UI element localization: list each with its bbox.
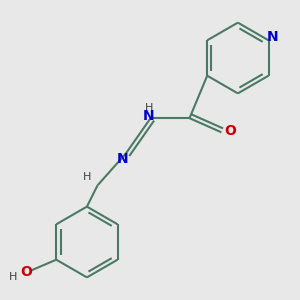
- Text: O: O: [20, 265, 32, 279]
- Text: H: H: [83, 172, 91, 182]
- Text: N: N: [116, 152, 128, 166]
- Text: O: O: [224, 124, 236, 137]
- Text: H: H: [9, 272, 17, 282]
- Text: N: N: [267, 31, 279, 44]
- Text: N: N: [143, 110, 154, 123]
- Text: H: H: [145, 103, 153, 113]
